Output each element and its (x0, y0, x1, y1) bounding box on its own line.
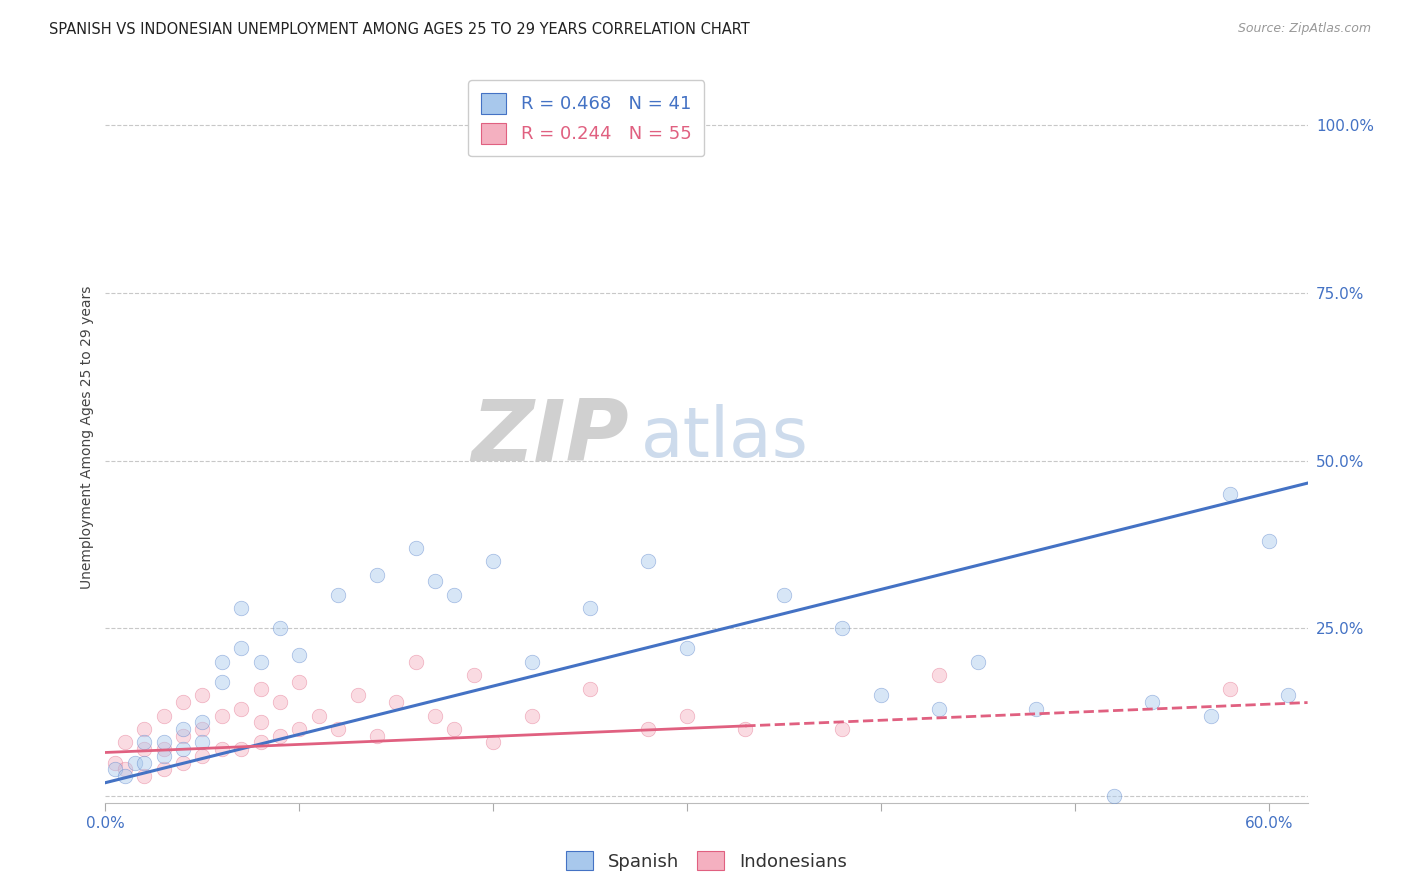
Point (231, 702, 253, 716)
Point (249, 715, 271, 730)
Point (308, 708, 330, 723)
Point (405, 655, 427, 669)
Point (172, 756, 194, 770)
Point (967, 655, 990, 669)
Point (482, 735, 505, 749)
Point (172, 722, 194, 736)
Text: SPANISH VS INDONESIAN UNEMPLOYMENT AMONG AGES 25 TO 29 YEARS CORRELATION CHART: SPANISH VS INDONESIAN UNEMPLOYMENT AMONG… (49, 22, 749, 37)
Point (152, 748, 174, 763)
Text: atlas: atlas (640, 403, 808, 471)
Point (579, 681, 602, 696)
Point (734, 722, 756, 736)
Point (152, 742, 174, 756)
Point (326, 722, 349, 736)
Point (269, 621, 291, 635)
Point (134, 735, 156, 749)
Point (134, 756, 156, 770)
Point (405, 541, 427, 555)
Point (134, 769, 156, 783)
Point (152, 708, 174, 723)
Point (288, 675, 311, 690)
Point (172, 695, 194, 709)
Point (211, 655, 233, 669)
Point (831, 722, 853, 736)
Point (366, 729, 388, 743)
Point (870, 689, 893, 703)
Point (831, 621, 853, 635)
Point (1219, 487, 1241, 501)
Point (249, 681, 271, 696)
Point (1199, 708, 1222, 723)
Point (231, 742, 253, 756)
Point (1025, 702, 1047, 716)
Point (520, 655, 543, 669)
Point (104, 762, 127, 776)
Point (520, 708, 543, 723)
Point (928, 702, 950, 716)
Point (269, 695, 291, 709)
Legend: Spanish, Indonesians: Spanish, Indonesians (560, 844, 853, 878)
Point (114, 735, 136, 749)
Point (423, 574, 446, 589)
Point (191, 715, 214, 730)
Point (482, 554, 505, 568)
Point (1102, 789, 1125, 803)
Point (211, 675, 233, 690)
Point (579, 601, 602, 615)
Point (231, 601, 253, 615)
Point (191, 735, 214, 749)
Point (1257, 534, 1279, 549)
Point (134, 722, 156, 736)
Text: ZIP: ZIP (471, 395, 628, 479)
Point (676, 641, 699, 656)
Point (1277, 689, 1299, 703)
Point (191, 689, 214, 703)
Point (326, 588, 349, 602)
Point (134, 742, 156, 756)
Text: Source: ZipAtlas.com: Source: ZipAtlas.com (1237, 22, 1371, 36)
Point (172, 742, 194, 756)
Point (676, 708, 699, 723)
Point (249, 655, 271, 669)
Point (1219, 681, 1241, 696)
Point (104, 756, 127, 770)
Point (346, 689, 368, 703)
Point (637, 722, 659, 736)
Point (928, 668, 950, 682)
Point (191, 748, 214, 763)
Point (385, 695, 408, 709)
Point (288, 722, 311, 736)
Point (114, 769, 136, 783)
Point (124, 756, 146, 770)
Point (423, 708, 446, 723)
Point (191, 722, 214, 736)
Point (172, 729, 194, 743)
Point (249, 735, 271, 749)
Point (637, 554, 659, 568)
Point (366, 567, 388, 582)
Y-axis label: Unemployment Among Ages 25 to 29 years: Unemployment Among Ages 25 to 29 years (80, 285, 94, 589)
Point (114, 762, 136, 776)
Point (211, 742, 233, 756)
Point (773, 588, 796, 602)
Point (152, 735, 174, 749)
Point (288, 648, 311, 662)
Point (443, 722, 465, 736)
Point (463, 668, 485, 682)
Point (211, 708, 233, 723)
Point (152, 762, 174, 776)
Point (443, 588, 465, 602)
Point (231, 641, 253, 656)
Point (1142, 695, 1164, 709)
Point (269, 729, 291, 743)
